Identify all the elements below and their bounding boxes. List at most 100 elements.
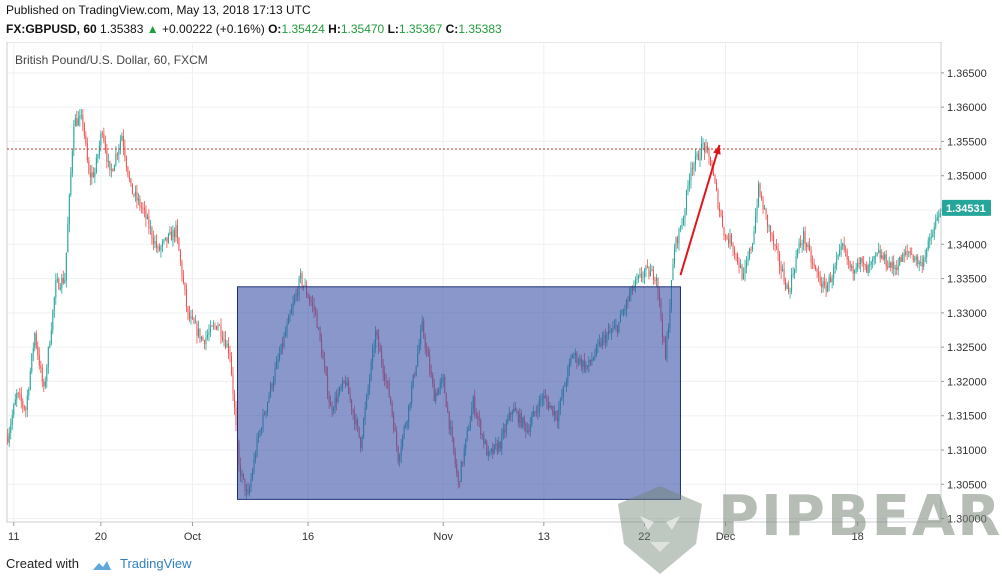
- candle-body: [727, 239, 730, 244]
- candle-body: [642, 276, 644, 278]
- candle-body: [911, 253, 913, 255]
- candle-body: [731, 234, 733, 245]
- candle-body: [753, 231, 755, 244]
- candle-body: [909, 251, 911, 254]
- candle-body: [169, 231, 171, 235]
- candle-body: [23, 405, 25, 409]
- candle-body: [304, 285, 306, 287]
- candle-body: [79, 116, 81, 119]
- candle-body: [58, 279, 60, 290]
- tradingview-logo-icon: [92, 560, 111, 570]
- candle-body: [779, 253, 781, 267]
- current-price-badge: [942, 199, 991, 216]
- candle-body: [154, 241, 156, 244]
- candle-body: [104, 140, 106, 151]
- candle-body: [721, 215, 724, 227]
- candle-body: [136, 191, 138, 201]
- candle-body: [675, 237, 677, 250]
- candle-body: [761, 195, 763, 199]
- tradingview-link[interactable]: TradingView: [120, 556, 192, 571]
- candle-body: [688, 180, 691, 186]
- candle-body: [190, 316, 192, 319]
- candle-body: [807, 244, 809, 248]
- pipbear-watermark: PIPBEAR: [610, 482, 1002, 577]
- candle-body: [10, 424, 12, 434]
- candle-body: [882, 255, 884, 260]
- candle-body: [101, 133, 103, 135]
- candle-body: [890, 262, 892, 268]
- price-chart[interactable]: 1.365001.360001.355001.350001.345001.340…: [5, 42, 996, 552]
- candle-body: [798, 243, 800, 250]
- candle-body: [14, 399, 16, 405]
- candle-body: [724, 235, 727, 237]
- candle-body: [196, 322, 198, 336]
- candle-body: [860, 258, 862, 264]
- candle-body: [737, 254, 739, 263]
- candle-body: [782, 269, 784, 271]
- published-line: Published on TradingView.com, May 13, 20…: [6, 3, 311, 17]
- candle-body: [729, 234, 731, 244]
- candle-body: [747, 257, 749, 262]
- candle-body: [681, 224, 683, 228]
- candle-body: [151, 227, 153, 239]
- candle-body: [705, 145, 707, 152]
- created-with-text: Created with: [6, 556, 79, 571]
- candle-body: [917, 256, 919, 265]
- candle-body: [645, 266, 647, 271]
- y-tick-label: 1.33500: [947, 274, 987, 286]
- candle-body: [657, 277, 659, 293]
- candle-body: [29, 371, 31, 390]
- candle-body: [795, 256, 797, 270]
- candle-body: [699, 157, 701, 160]
- candle-body: [40, 365, 42, 368]
- candle-body: [646, 266, 648, 268]
- candle-body: [59, 288, 61, 290]
- candle-body: [824, 281, 826, 286]
- candle-body: [205, 337, 207, 345]
- candle-body: [152, 238, 154, 244]
- candle-body: [301, 273, 303, 286]
- candle-body: [19, 393, 21, 395]
- price-change: +0.00222 (+0.16%): [162, 22, 265, 36]
- candle-body: [936, 217, 938, 221]
- candle-body: [929, 237, 931, 241]
- candle-body: [76, 118, 78, 126]
- candle-body: [235, 407, 237, 426]
- candle-body: [837, 254, 839, 260]
- candle-body: [752, 243, 754, 250]
- candle-body: [68, 194, 70, 225]
- candle-body: [116, 153, 118, 155]
- candle-body: [863, 262, 865, 265]
- candle-body: [768, 226, 770, 228]
- candle-body: [789, 291, 791, 292]
- candle-body: [827, 284, 829, 292]
- candle-body: [885, 254, 887, 267]
- candle-body: [148, 216, 150, 229]
- candle-body: [197, 328, 199, 336]
- candle-body: [921, 262, 923, 267]
- candle-body: [783, 269, 785, 282]
- x-tick-label: 11: [8, 531, 19, 543]
- candle-body: [50, 330, 52, 344]
- candle-body: [866, 265, 868, 273]
- candle-body: [124, 147, 126, 158]
- candle-body: [702, 143, 704, 144]
- candle-body: [872, 258, 874, 262]
- candle-body: [706, 145, 709, 150]
- candle-body: [26, 395, 28, 410]
- chart-area[interactable]: 1.365001.360001.355001.350001.345001.340…: [5, 42, 996, 552]
- close-value: 1.35383: [458, 22, 502, 36]
- candle-body: [915, 256, 917, 260]
- candle-body: [139, 198, 141, 207]
- candle-body: [843, 243, 845, 250]
- candle-body: [694, 156, 697, 165]
- candle-body: [801, 243, 803, 245]
- candle-body: [106, 150, 108, 162]
- candle-body: [876, 252, 878, 256]
- candle-body: [896, 267, 898, 270]
- candle-body: [750, 249, 752, 250]
- candle-body: [233, 393, 236, 408]
- candle-body: [107, 160, 109, 162]
- candle-body: [891, 261, 893, 268]
- candle-body: [897, 265, 899, 270]
